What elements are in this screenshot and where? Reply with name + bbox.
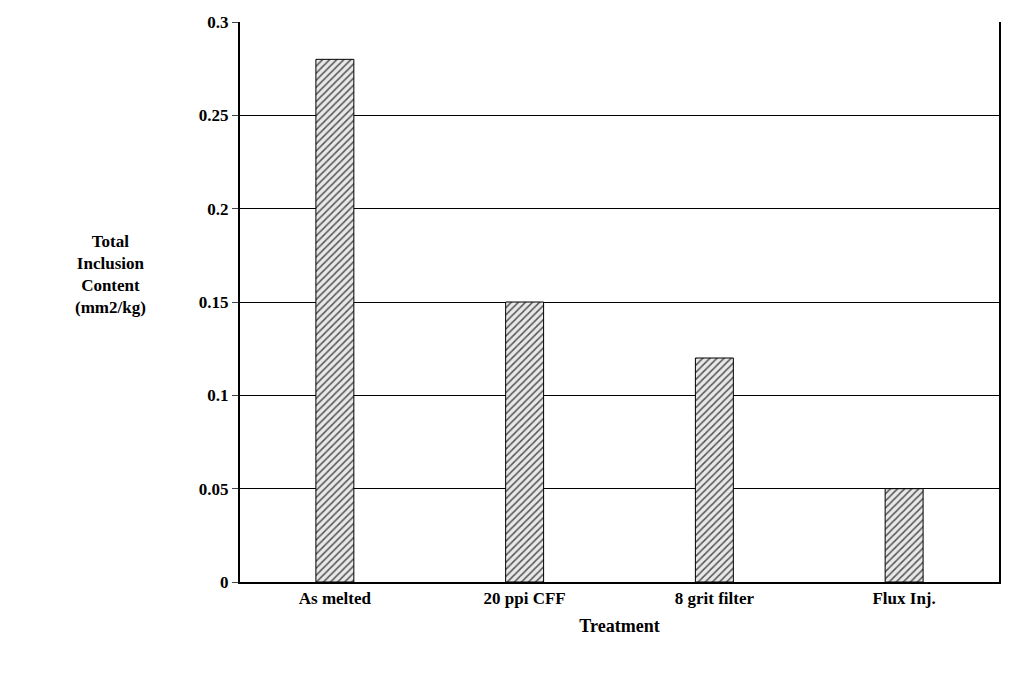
svg-text:0.05: 0.05: [199, 480, 229, 499]
svg-text:As melted: As melted: [299, 589, 372, 608]
svg-text:0: 0: [220, 573, 229, 592]
svg-text:0.15: 0.15: [199, 293, 229, 312]
svg-text:0.2: 0.2: [207, 200, 228, 219]
svg-text:20 ppi CFF: 20 ppi CFF: [484, 589, 566, 608]
svg-text:Flux Inj.: Flux Inj.: [872, 589, 935, 608]
svg-text:Treatment: Treatment: [579, 616, 659, 636]
svg-text:TotalInclusionContent(mm2/kg): TotalInclusionContent(mm2/kg): [75, 232, 146, 317]
svg-text:8 grit filter: 8 grit filter: [675, 589, 755, 608]
svg-text:0.3: 0.3: [207, 13, 228, 32]
svg-text:0.25: 0.25: [199, 106, 229, 125]
svg-text:0.1: 0.1: [207, 386, 228, 405]
